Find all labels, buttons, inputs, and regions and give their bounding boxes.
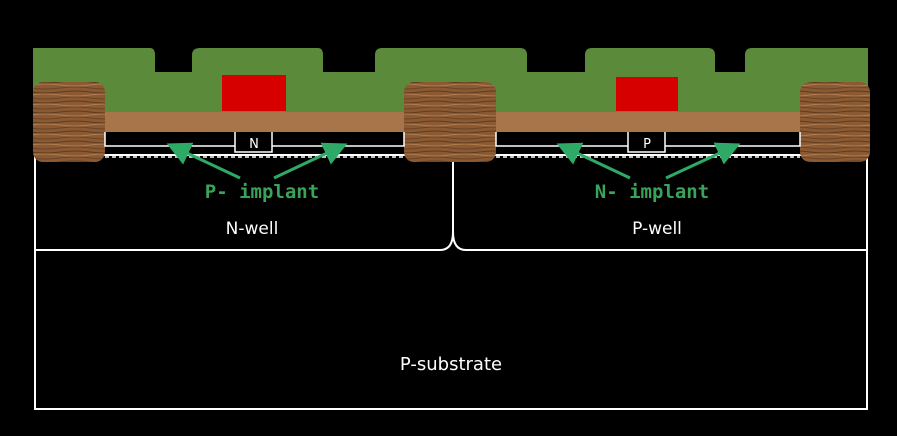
p-diffusion-label: P [643,137,651,152]
p-implant-arrow-left [166,142,241,180]
n-well-label: N-well [226,219,279,239]
pwell-gate [616,77,678,111]
nwell-gate [222,75,286,111]
n-implant-arrow-right [665,142,741,180]
n-implant-arrow-left [556,142,631,180]
p-well-label: P-well [632,219,682,239]
well-boundary [35,160,867,251]
p-implant-label: P- implant [205,181,319,203]
p-implant-arrow-right [273,142,348,180]
field-oxide-left [33,82,105,162]
n-diffusion-label: N [249,137,259,152]
field-oxide-right [800,82,870,162]
p-substrate-label: P-substrate [400,354,502,375]
n-implant-label: N- implant [595,181,709,203]
field-oxide-center [404,82,496,162]
